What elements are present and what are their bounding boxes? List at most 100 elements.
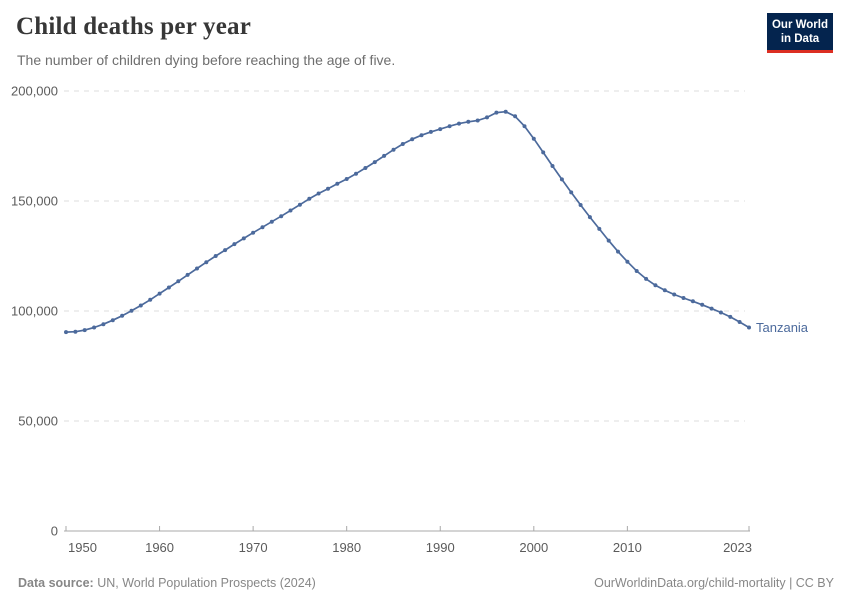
data-point [92, 325, 97, 330]
data-point [587, 215, 592, 220]
data-point [326, 186, 330, 191]
data-point [223, 248, 228, 253]
y-tick-label: 0 [51, 524, 58, 539]
data-point [64, 330, 68, 335]
data-point [700, 302, 705, 307]
data-point [597, 226, 602, 231]
data-line [65, 110, 750, 333]
data-point [644, 276, 649, 281]
data-point [503, 109, 508, 114]
data-point [204, 260, 209, 265]
data-point [728, 314, 733, 319]
data-point [569, 190, 574, 195]
data-point [457, 121, 461, 126]
x-tick-label: 1970 [239, 540, 268, 555]
data-point [494, 110, 499, 115]
series-label: Tanzania [756, 320, 809, 335]
owid-logo-line2: in Data [780, 33, 820, 46]
page-subtitle: The number of children dying before reac… [17, 52, 396, 68]
data-point [616, 249, 620, 254]
data-point [419, 133, 424, 138]
data-point [410, 137, 415, 142]
data-point [213, 254, 218, 258]
data-point [634, 269, 639, 273]
x-tick-label: 1960 [145, 540, 174, 555]
data-source-text: UN, World Population Prospects (2024) [93, 576, 316, 590]
data-point [316, 191, 321, 196]
data-point [363, 166, 368, 170]
x-tick-label: 2010 [613, 540, 642, 555]
data-point [354, 171, 358, 176]
owid-logo-line1: Our World [771, 19, 828, 31]
data-source-note: Data source: UN, World Population Prospe… [18, 576, 316, 590]
data-point [400, 142, 405, 146]
y-tick-label: 50,000 [18, 414, 58, 429]
data-point [157, 291, 162, 296]
data-point [241, 236, 246, 241]
page-title: Child deaths per year [16, 13, 251, 40]
data-point [681, 296, 686, 300]
data-point [297, 202, 302, 207]
data-point [475, 118, 480, 123]
data-point [747, 325, 751, 330]
data-source-label: Data source: [18, 576, 94, 590]
data-point [232, 242, 237, 247]
data-point [559, 177, 564, 182]
y-tick-label: 100,000 [11, 304, 58, 319]
data-point [82, 328, 87, 333]
data-point [578, 203, 583, 207]
owid-logo[interactable]: Our World in Data [767, 13, 833, 53]
data-point [606, 238, 611, 243]
data-point [260, 225, 265, 230]
data-point [101, 322, 106, 327]
data-point [120, 313, 125, 318]
y-tick-label: 150,000 [11, 194, 58, 209]
data-point [718, 310, 723, 315]
data-point [110, 318, 115, 323]
data-point [138, 303, 143, 308]
data-point [541, 150, 546, 155]
data-point [522, 124, 527, 129]
data-point [391, 147, 396, 152]
data-point [307, 196, 312, 201]
data-point [148, 297, 153, 302]
data-point [662, 288, 667, 293]
data-point [672, 292, 677, 297]
data-point [737, 320, 742, 324]
data-point [195, 266, 199, 271]
data-point [176, 279, 181, 284]
data-point [438, 127, 443, 132]
data-point [485, 115, 489, 120]
data-point [690, 299, 695, 304]
data-point [73, 329, 78, 334]
data-point [372, 160, 377, 165]
data-point [531, 136, 536, 141]
data-point [269, 219, 274, 224]
x-tick-label: 1990 [426, 540, 455, 555]
data-point [513, 114, 518, 119]
credit-link[interactable]: OurWorldinData.org/child-mortality | CC … [594, 576, 834, 590]
data-point [625, 259, 630, 264]
data-point [709, 306, 714, 311]
data-point [251, 230, 256, 235]
data-point [129, 308, 134, 313]
x-tick-label: 2000 [519, 540, 548, 555]
data-point [166, 285, 171, 290]
x-tick-label: 1950 [68, 540, 97, 555]
data-point [288, 208, 293, 213]
data-point [335, 181, 340, 186]
data-point [428, 129, 433, 134]
data-point [185, 272, 190, 277]
data-point [382, 153, 387, 158]
data-point [653, 283, 658, 288]
chart-footer: Data source: UN, World Population Prospe… [18, 576, 834, 590]
data-point [550, 164, 555, 168]
x-tick-label: 1980 [332, 540, 361, 555]
data-point [344, 177, 349, 181]
data-point [466, 119, 471, 124]
data-point [447, 124, 452, 129]
data-point [279, 214, 284, 219]
y-tick-label: 200,000 [11, 84, 58, 99]
